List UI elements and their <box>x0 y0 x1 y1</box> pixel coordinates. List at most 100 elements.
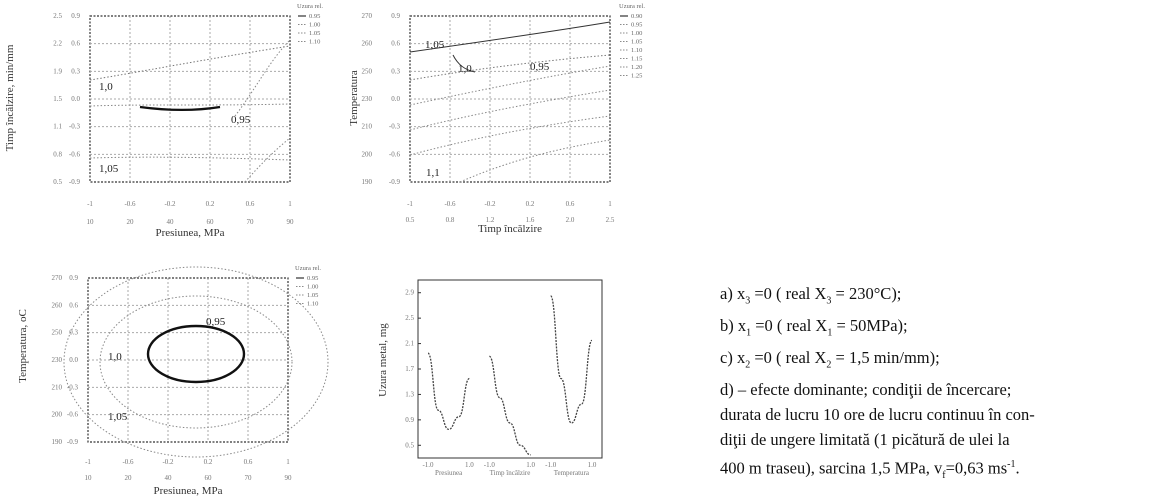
y-tick-norm: 0.9 <box>69 274 78 282</box>
yticks-real-c: 190 200 210 230 250 260 270 <box>52 274 63 446</box>
y-tick-real: 200 <box>362 150 373 158</box>
effect-curve-2 <box>489 356 530 455</box>
y-tick-real: 270 <box>52 274 63 282</box>
contour-label-a-1: 1,0 <box>99 81 113 93</box>
y-tick-real: 2.2 <box>53 40 62 48</box>
contour-label-c-3: 1,05 <box>108 411 128 423</box>
x-tick-label: 1.0 <box>526 461 535 469</box>
y-tick-norm: 0.6 <box>391 40 400 48</box>
x-tick-label: -1.0 <box>422 461 434 469</box>
contour-line-b-6 <box>460 140 610 182</box>
x-tick-norm: 1 <box>286 458 290 466</box>
contour-label-a-2: 0,95 <box>231 114 251 126</box>
caption-line-d-1: d) – efecte dominante; condiţii de încer… <box>720 378 1150 403</box>
y-tick-norm: 0.0 <box>391 95 400 103</box>
contour-label-b-1: 1,05 <box>425 39 445 51</box>
factor-label: Presiunea <box>435 469 463 477</box>
contour-ellipse-c-mid <box>100 296 292 428</box>
legend-value: 0.95 <box>307 275 318 282</box>
x-tick-label: 1.0 <box>588 461 597 469</box>
factor-label: Timp încălzire <box>490 469 531 477</box>
x-tick-real: 70 <box>247 218 255 226</box>
contour-label-c-1: 1,0 <box>108 351 122 363</box>
y-tick-norm: -0.9 <box>69 178 81 186</box>
plot-area-d <box>418 280 602 458</box>
contour-line-a-3 <box>140 107 220 110</box>
effect-curve-1 <box>428 353 469 429</box>
legend-c: Uzura rel. 0.95 1.001.05 1.10 <box>295 265 321 308</box>
y-tick-norm: -0.9 <box>67 438 79 446</box>
y-tick-norm: 0.9 <box>391 12 400 20</box>
legend-value: 1.05 <box>307 292 318 299</box>
y-tick-norm: -0.6 <box>67 411 79 419</box>
legend-a: Uzura rel. 0.95 1.001.05 1.10 <box>297 3 323 46</box>
x-tick-real: 60 <box>207 218 215 226</box>
x-tick-norm: 0.2 <box>526 200 535 208</box>
legend-value: 1.10 <box>309 39 320 46</box>
y-tick-norm: 0.6 <box>69 301 78 309</box>
x-tick-norm: 1 <box>608 200 612 208</box>
y-tick-real: 2.5 <box>53 12 62 20</box>
x-tick-real: 70 <box>245 474 253 482</box>
y-tick-real: 0.8 <box>53 150 62 158</box>
xlabel-a: Presiunea, MPa <box>155 227 224 239</box>
y-tick-real: 210 <box>52 383 63 391</box>
legend-title: Uzura rel. <box>619 3 645 10</box>
caption-line-c: c) x2 =0 ( real X2 = 1,5 min/mm); <box>720 346 1150 378</box>
x-tick-norm: -0.6 <box>444 200 456 208</box>
y-tick-real: 1.5 <box>53 95 62 103</box>
contour-label-c-2: 0,95 <box>206 316 226 328</box>
x-tick-norm: 0.6 <box>566 200 575 208</box>
y-tick-real: 1.1 <box>53 123 62 131</box>
x-tick-real: 40 <box>167 218 175 226</box>
legend-value: 1.05 <box>309 30 320 37</box>
x-tick-norm: -0.6 <box>124 200 136 208</box>
y-tick-norm: -0.9 <box>389 178 401 186</box>
y-tick-norm: -0.6 <box>69 150 81 158</box>
legend-title: Uzura rel. <box>297 3 323 10</box>
xticks-norm-b: -1 -0.6 -0.2 0.2 0.6 1 <box>407 200 612 208</box>
x-tick-norm: -0.2 <box>484 200 496 208</box>
x-tick-norm: -0.2 <box>162 458 174 466</box>
y-tick-label: 1.3 <box>405 390 414 398</box>
y-tick-label: 2.1 <box>405 340 414 348</box>
caption-line-a: a) x3 =0 ( real X3 = 230°C); <box>720 282 1150 314</box>
contour-label-b-2: 1,0 <box>458 63 472 75</box>
yticks-real-b: 190200210230250260270 <box>362 12 373 186</box>
caption-line-d-3: diţii de ungere limitată (1 picătură de … <box>720 428 1150 453</box>
x-tick-real: 40 <box>165 474 173 482</box>
x-tick-norm: -0.6 <box>122 458 134 466</box>
legend-value: 0.95 <box>309 13 320 20</box>
y-tick-real: 260 <box>362 40 373 48</box>
y-tick-norm: -0.6 <box>389 150 401 158</box>
legend-value: 0.90 <box>631 13 642 20</box>
contour-line-a-5 <box>90 157 290 160</box>
legend-title: Uzura rel. <box>295 265 321 272</box>
y-tick-real: 210 <box>362 123 373 131</box>
yticks-real-a: 0.5 0.8 1.1 1.5 1.9 2.2 2.5 <box>53 12 62 186</box>
x-tick-real: 10 <box>85 474 93 482</box>
x-tick-label: -1.0 <box>545 461 557 469</box>
legend-value: 1.25 <box>631 73 642 80</box>
y-tick-real: 230 <box>362 95 373 103</box>
xticks-d: -1.0 1.0 -1.0 1.0 -1.0 1.0 <box>422 461 596 469</box>
effect-curve-3 <box>551 296 592 423</box>
xticks-norm-a: -1 -0.6 -0.2 0.2 0.6 1 <box>87 200 292 208</box>
yticks-norm-c: -0.9-0.6-0.30.00.30.60.9 <box>67 274 79 446</box>
contour-plot-a: Timp încălzire, min/mm 0.5 0.8 1.1 1.5 1.9 2.… <box>0 0 330 245</box>
y-tick-real: 190 <box>52 438 63 446</box>
y-tick-norm: 0.0 <box>69 356 78 364</box>
x-tick-real: 60 <box>205 474 213 482</box>
x-tick-real: 90 <box>285 474 293 482</box>
y-tick-norm: 0.9 <box>71 12 80 20</box>
yticks-norm-a: -0.9 -0.6 -0.3 0.0 0.3 0.6 0.9 <box>69 12 81 186</box>
x-tick-norm: 0.6 <box>244 458 253 466</box>
contour-line-a-1 <box>90 46 290 80</box>
legend-value: 0.95 <box>631 22 642 29</box>
y-tick-label: 0.5 <box>405 441 414 449</box>
ylabel-c: Temperatura, oC <box>17 309 29 383</box>
yticks-d: 0.5 0.9 1.3 1.7 2.1 2.5 2.9 <box>405 289 421 450</box>
x-tick-real: 0.8 <box>446 216 455 224</box>
legend-value: 1.05 <box>631 39 642 46</box>
